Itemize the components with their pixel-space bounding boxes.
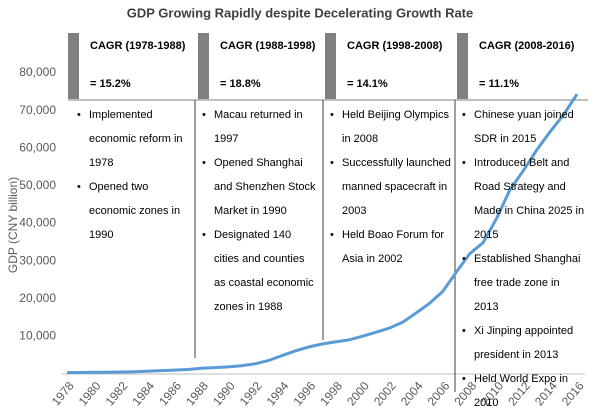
x-tick-label: 2006 (425, 379, 453, 409)
event-item: Chinese yuan joined SDR in 2015 (460, 103, 586, 151)
x-tick-label: 1978 (49, 379, 77, 409)
event-item: Held Boao Forum for Asia in 2002 (328, 223, 451, 271)
y-tick-label: 70,000 (19, 103, 56, 117)
cagr-value: = 11.1% (479, 78, 520, 90)
event-column: Held Beijing Olympics in 2008Successfull… (328, 103, 451, 271)
chart-title: GDP Growing Rapidly despite Decelerating… (127, 5, 474, 20)
x-tick-label: 2000 (344, 379, 372, 409)
event-item: Opened Shanghai and Shenzhen Stock Marke… (200, 151, 319, 223)
x-tick-label: 1990 (210, 379, 238, 409)
cagr-header: CAGR (1998-2008) (347, 40, 443, 52)
event-column: Implemented economic reform in 1978Opene… (75, 103, 191, 247)
y-tick-label: 80,000 (19, 65, 56, 79)
x-tick-label: 1996 (290, 379, 318, 409)
event-item: Designated 140 cities and counties as co… (200, 223, 319, 319)
event-item: Xi Jinping appointed president in 2013 (460, 319, 586, 367)
y-tick-label: 60,000 (19, 140, 56, 154)
x-tick-label: 1988 (183, 379, 211, 409)
event-column: Chinese yuan joined SDR in 2015Introduce… (460, 103, 586, 415)
cagr-value: = 15.2% (90, 78, 131, 90)
x-tick-label: 1980 (76, 379, 104, 409)
event-item: Held World Expo in 2010 (460, 367, 586, 415)
y-tick-label: 50,000 (19, 178, 56, 192)
event-item: Successfully launched manned spacecraft … (328, 151, 451, 223)
x-tick-label: 2002 (371, 379, 399, 409)
header-bar (68, 33, 79, 99)
x-tick-label: 2004 (398, 379, 426, 409)
cagr-header: CAGR (2008-2016) (479, 40, 575, 52)
cagr-value: = 18.8% (220, 78, 261, 90)
cagr-header: CAGR (1978-1988) (90, 40, 186, 52)
event-item: Implemented economic reform in 1978 (75, 103, 191, 175)
cagr-value: = 14.1% (347, 78, 388, 90)
x-tick-label: 1984 (129, 379, 157, 409)
cagr-header: CAGR (1988-1998) (220, 40, 316, 52)
event-item: Established Shanghai free trade zone in … (460, 247, 586, 319)
event-item: Macau returned in 1997 (200, 103, 319, 151)
x-tick-label: 1986 (156, 379, 184, 409)
y-tick-label: 40,000 (19, 216, 56, 230)
event-item: Held Beijing Olympics in 2008 (328, 103, 451, 151)
y-axis-label: GDP (CNY billion) (6, 177, 20, 273)
header-bar (325, 33, 336, 99)
y-tick-label: 20,000 (19, 291, 56, 305)
event-column: Macau returned in 1997Opened Shanghai an… (200, 103, 319, 319)
y-tick-label: 30,000 (19, 253, 56, 267)
event-item: Introduced Belt and Road Strategy and Ma… (460, 151, 586, 247)
x-tick-label: 1994 (264, 379, 292, 409)
x-tick-label: 1998 (317, 379, 345, 409)
x-tick-label: 1992 (237, 379, 265, 409)
header-bar (198, 33, 209, 99)
x-tick-label: 1982 (103, 379, 131, 409)
header-bar (457, 33, 468, 99)
event-item: Opened two economic zones in 1990 (75, 175, 191, 247)
y-tick-label: 10,000 (19, 329, 56, 343)
